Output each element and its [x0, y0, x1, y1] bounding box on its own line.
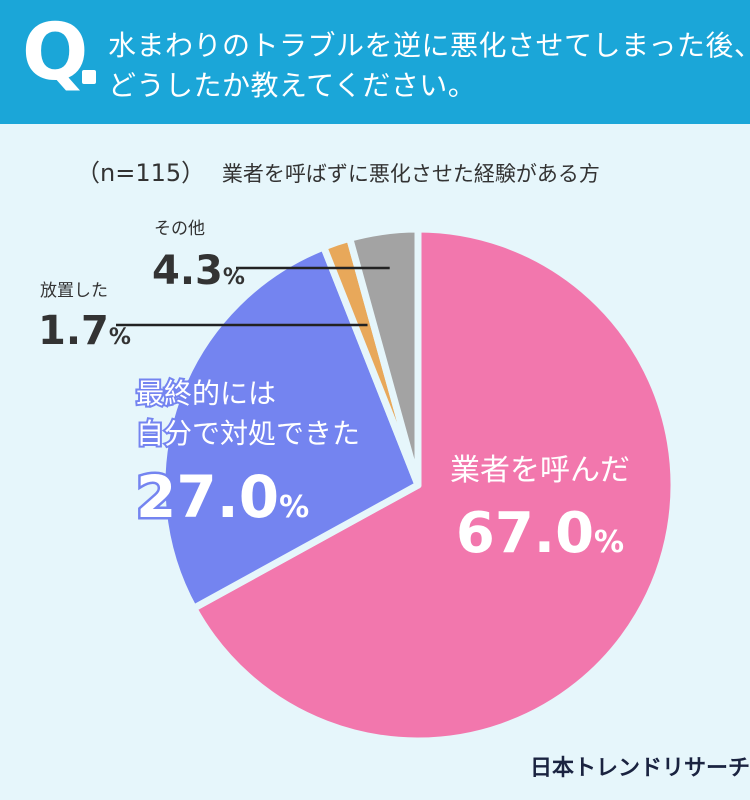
slice-label-self-handled-line-1: 最終的には — [136, 377, 276, 410]
slice-label-self-handled-line-2: 自分で対処できた — [136, 417, 360, 450]
question-line-1: 水まわりのトラブルを逆に悪化させてしまった後、 — [108, 29, 750, 62]
question-dot — [82, 70, 96, 84]
sample-size: （n=115） — [76, 159, 206, 187]
sample-description: 業者を呼ばずに悪化させた経験がある方 — [221, 162, 600, 186]
slice-self-handled — [158, 243, 422, 612]
question-line-2: どうしたか教えてください。 — [108, 69, 477, 102]
brand-logo: 日本トレンドリサーチ — [530, 756, 750, 781]
question-text: 水まわりのトラブルを逆に悪化させてしまった後、 どうしたか教えてください。 — [108, 26, 750, 106]
slice-label-called-contractor: 業者を呼んだ — [450, 453, 630, 488]
slice-other — [346, 225, 422, 489]
sample-subtitle: （n=115） 業者を呼ばずに悪化させた経験がある方 — [76, 153, 600, 188]
pie-slices — [158, 225, 678, 745]
slice-value-other: 4.3% — [152, 248, 245, 294]
slice-value-self-handled: 27.0% — [136, 463, 309, 531]
slice-label-left-alone: 放置した — [40, 281, 108, 301]
slice-label-other: その他 — [154, 219, 205, 239]
question-header: Q 水まわりのトラブルを逆に悪化させてしまった後、 どうしたか教えてください。 — [0, 0, 750, 124]
slice-called-contractor — [190, 225, 678, 745]
slice-value-called-contractor: 67.0% — [456, 501, 624, 566]
question-mark: Q — [22, 8, 89, 98]
slice-value-left-alone: 1.7% — [38, 308, 131, 354]
leader-lines — [116, 266, 390, 327]
